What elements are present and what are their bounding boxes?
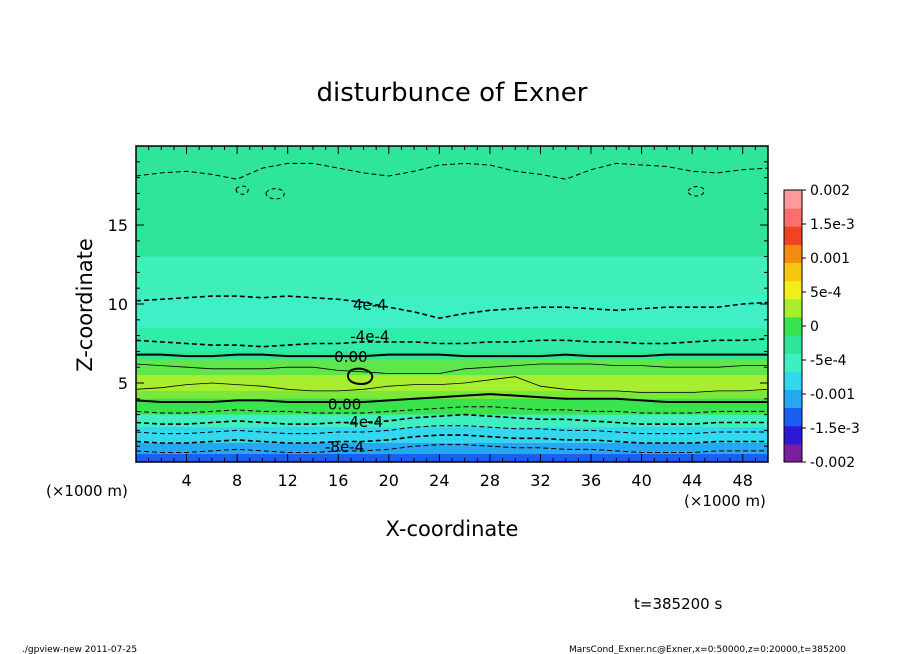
colorbar-segment-12 [784,226,802,245]
contour-line-0 [136,162,768,180]
x-tick-label: 40 [631,471,651,490]
closed-contour-small-2 [265,188,285,200]
colorbar-segment-1 [784,425,802,445]
colorbar-segment-2 [784,407,802,427]
contour-label-1: -4e-4 [350,328,389,346]
program-label: ./gpview-new 2011-07-25 [22,645,137,654]
colorbar-tick-label: 1.5e-3 [810,217,855,233]
contour-label-2: 0.00 [334,348,367,366]
contour-label-text: -4e-4 [344,413,383,431]
colorbar-segment-7 [784,316,802,336]
contour-label-4: -4e-4 [344,413,383,431]
contour-label-5: -8e-4 [325,438,364,456]
x-tick-label: 32 [530,471,550,490]
closed-contour-small-3 [687,186,705,197]
chart-title: disturbunce of Exner [317,78,588,108]
colorbar [784,190,802,463]
y-tick-label: 10 [108,295,128,314]
colorbar-tick-label: 0.002 [810,183,850,199]
y-axis-label: Z-coordinate [73,238,97,372]
contour-label-text: 4e-4 [353,296,387,314]
x-tick-label: 36 [581,471,601,490]
contour-lines [136,162,768,453]
colorbar-segment-3 [784,389,802,409]
colorbar-tick-label: 0.001 [810,251,850,267]
closed-contour-blob [346,367,374,386]
x-unit-right: (×1000 m) [684,492,766,510]
x-tick-label: 4 [181,471,191,490]
x-tick-label: 12 [278,471,298,490]
time-label: t=385200 s [634,595,722,613]
colorbar-segment-5 [784,353,802,372]
colorbar-tick-label: -0.002 [810,455,855,471]
contour-label-3: 0.00 [328,396,361,414]
colorbar-tick-label: 5e-4 [810,285,842,301]
y-tick-label: 15 [108,216,128,235]
y-axis-ticks: 5 10 15 [108,145,768,463]
x-unit-left: (×1000 m) [46,482,128,500]
x-axis-label: X-coordinate [386,517,519,541]
contour-line-5 [136,376,768,393]
contour-label-0: 4e-4 [353,296,387,314]
y-tick-label: 5 [118,374,128,393]
colorbar-segment-8 [784,298,802,318]
colorbar-tick-label: -5e-4 [810,353,847,369]
colorbar-tick-label: -1.5e-3 [810,421,860,437]
contour-line-7 [136,406,768,414]
x-tick-label: 44 [682,471,702,490]
plot-area [136,146,768,462]
contour-label-text: 0.00 [328,396,361,414]
contour-labels: 4e-4-4e-40.000.00-4e-4-8e-4 [325,296,389,456]
contour-line-8 [136,413,768,425]
x-tick-label: 20 [379,471,399,490]
contour-line-4 [136,363,768,374]
contour-label-text: -4e-4 [350,328,389,346]
x-axis-ticks: 4 8 12 16 20 24 28 32 36 40 44 48 [135,146,769,490]
contour-label-text: -8e-4 [325,438,364,456]
contour-line-6 [136,393,768,403]
colorbar-tick-label: 0 [810,319,819,335]
colorbar-segment-6 [784,335,802,354]
source-label: MarsCond_Exner.nc@Exner,x=0:50000,z=0:20… [569,645,846,654]
x-tick-label: 48 [733,471,753,490]
contour-line-2 [136,338,768,348]
contour-line-3 [136,353,768,358]
colorbar-segment-13 [784,208,802,227]
colorbar-segment-0 [784,443,802,463]
x-tick-label: 24 [429,471,449,490]
contour-line-10 [136,434,768,444]
contour-line-11 [136,444,768,453]
x-tick-label: 8 [232,471,242,490]
contour-label-text: 0.00 [334,348,367,366]
x-tick-label: 16 [328,471,348,490]
x-tick-label: 28 [480,471,500,490]
colorbar-segment-4 [784,371,802,390]
contour-line-1 [136,295,768,320]
colorbar-tick-label: -0.001 [810,387,855,403]
colorbar-tick-labels: 0.002 1.5e-3 0.001 5e-4 0 -5e-4 -0.001 -1.5e-3 -… [802,183,860,471]
colorbar-segment-9 [784,280,802,300]
colorbar-segment-14 [784,190,802,209]
colorbar-segment-10 [784,262,802,282]
contour-line-9 [136,425,768,435]
colorbar-segment-11 [784,244,802,264]
closed-contour-small-1 [235,185,249,195]
